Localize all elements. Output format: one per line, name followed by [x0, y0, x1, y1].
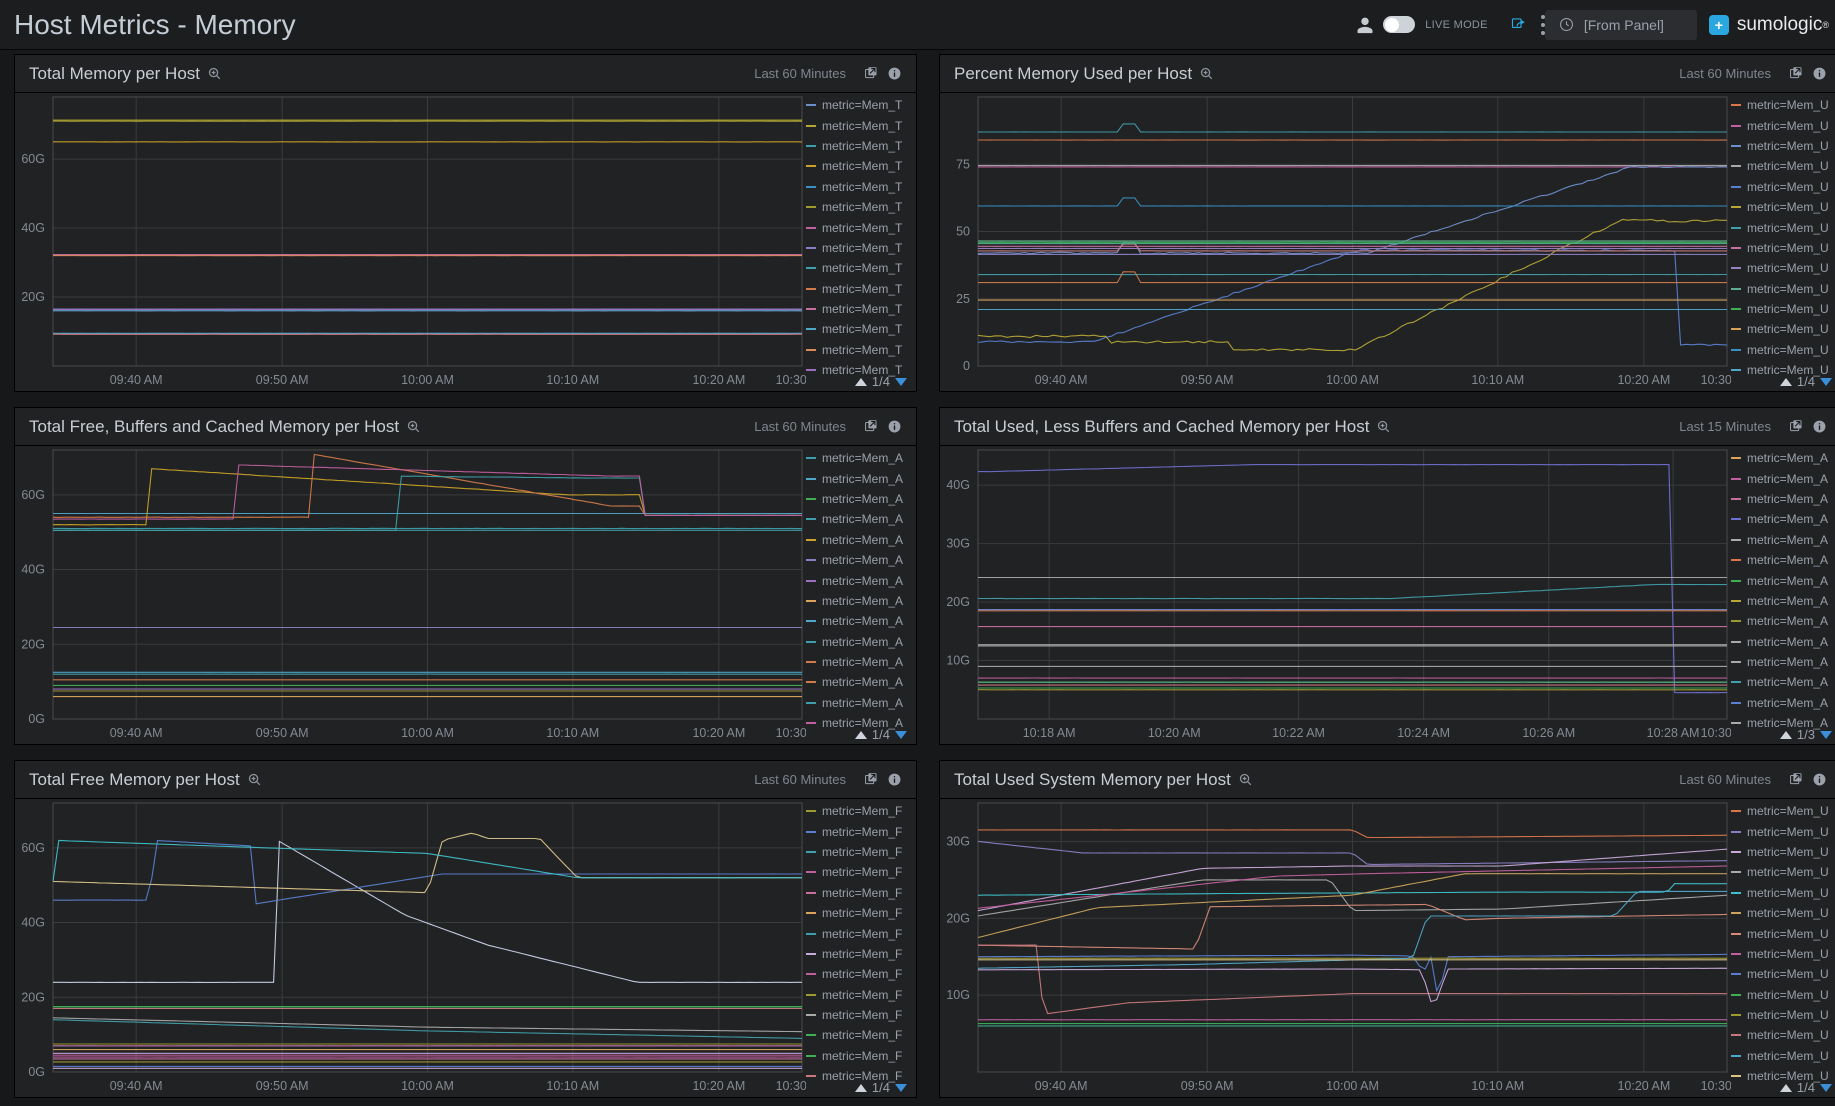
svg-text:10G: 10G	[946, 988, 970, 1002]
svg-text:09:40 AM: 09:40 AM	[1035, 1079, 1088, 1093]
svg-text:09:50 AM: 09:50 AM	[256, 373, 309, 387]
svg-text:20G: 20G	[21, 990, 45, 1004]
svg-text:40G: 40G	[946, 478, 970, 492]
svg-text:10:30 AM: 10:30 AM	[1701, 726, 1731, 740]
svg-text:10:30 AM: 10:30 AM	[1701, 1079, 1731, 1093]
svg-text:60G: 60G	[21, 152, 45, 166]
svg-text:20G: 20G	[21, 637, 45, 651]
svg-text:0: 0	[963, 359, 970, 373]
svg-text:30G: 30G	[946, 537, 970, 551]
svg-text:09:40 AM: 09:40 AM	[1035, 373, 1088, 387]
svg-text:10:30 AM: 10:30 AM	[776, 1079, 806, 1093]
svg-text:09:40 AM: 09:40 AM	[110, 373, 163, 387]
svg-text:25: 25	[956, 292, 970, 306]
svg-text:10:20 AM: 10:20 AM	[1148, 726, 1201, 740]
svg-text:09:50 AM: 09:50 AM	[256, 726, 309, 740]
svg-text:10:00 AM: 10:00 AM	[1326, 373, 1379, 387]
svg-text:10:24 AM: 10:24 AM	[1397, 726, 1450, 740]
svg-text:10G: 10G	[946, 654, 970, 668]
svg-text:10:20 AM: 10:20 AM	[692, 726, 745, 740]
svg-text:10:20 AM: 10:20 AM	[1617, 373, 1670, 387]
svg-text:10:26 AM: 10:26 AM	[1522, 726, 1575, 740]
svg-text:10:00 AM: 10:00 AM	[401, 373, 454, 387]
svg-text:10:10 AM: 10:10 AM	[546, 373, 599, 387]
svg-text:09:50 AM: 09:50 AM	[256, 1079, 309, 1093]
svg-text:10:00 AM: 10:00 AM	[401, 1079, 454, 1093]
svg-text:10:00 AM: 10:00 AM	[1326, 1079, 1379, 1093]
svg-text:50: 50	[956, 225, 970, 239]
svg-text:10:00 AM: 10:00 AM	[401, 726, 454, 740]
svg-text:60G: 60G	[21, 488, 45, 502]
svg-text:10:20 AM: 10:20 AM	[692, 373, 745, 387]
svg-text:10:20 AM: 10:20 AM	[1617, 1079, 1670, 1093]
svg-text:10:30 AM: 10:30 AM	[1701, 373, 1731, 387]
svg-text:10:30 AM: 10:30 AM	[776, 726, 806, 740]
svg-text:10:10 AM: 10:10 AM	[1471, 373, 1524, 387]
svg-text:20G: 20G	[21, 290, 45, 304]
svg-text:20G: 20G	[946, 911, 970, 925]
svg-text:30G: 30G	[946, 834, 970, 848]
svg-text:10:10 AM: 10:10 AM	[546, 1079, 599, 1093]
svg-text:09:50 AM: 09:50 AM	[1181, 1079, 1234, 1093]
svg-text:10:20 AM: 10:20 AM	[692, 1079, 745, 1093]
svg-text:40G: 40G	[21, 563, 45, 577]
svg-text:20G: 20G	[946, 595, 970, 609]
svg-text:40G: 40G	[21, 221, 45, 235]
svg-text:10:28 AM: 10:28 AM	[1647, 726, 1700, 740]
svg-text:09:50 AM: 09:50 AM	[1181, 373, 1234, 387]
svg-text:10:10 AM: 10:10 AM	[546, 726, 599, 740]
svg-text:40G: 40G	[21, 916, 45, 930]
svg-text:60G: 60G	[21, 841, 45, 855]
svg-text:0G: 0G	[28, 1065, 45, 1079]
svg-text:75: 75	[956, 157, 970, 171]
svg-text:10:22 AM: 10:22 AM	[1272, 726, 1325, 740]
svg-text:09:40 AM: 09:40 AM	[110, 1079, 163, 1093]
svg-text:0G: 0G	[28, 712, 45, 726]
svg-text:10:18 AM: 10:18 AM	[1023, 726, 1076, 740]
svg-text:10:30 AM: 10:30 AM	[776, 373, 806, 387]
svg-text:10:10 AM: 10:10 AM	[1471, 1079, 1524, 1093]
svg-text:09:40 AM: 09:40 AM	[110, 726, 163, 740]
